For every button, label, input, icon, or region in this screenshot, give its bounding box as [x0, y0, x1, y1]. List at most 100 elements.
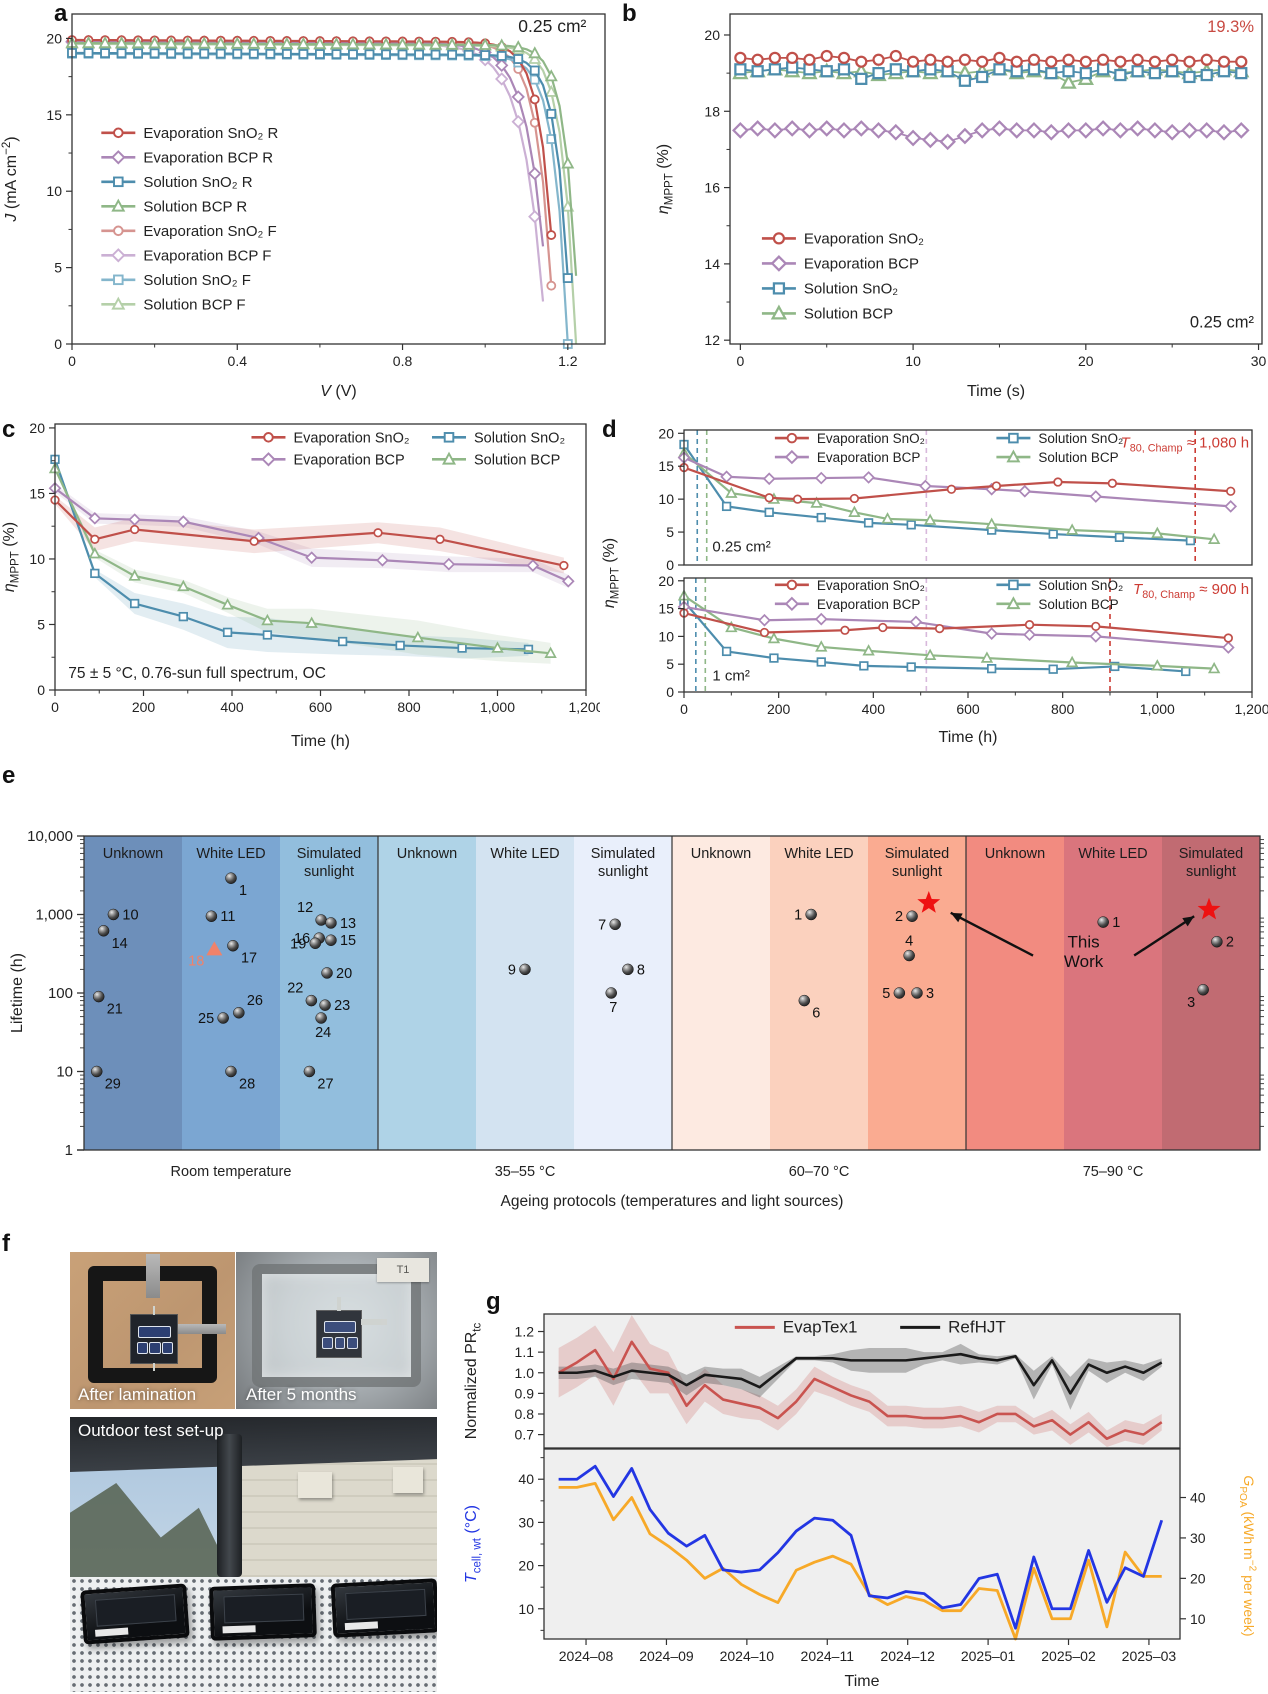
svg-text:2025–02: 2025–02	[1041, 1648, 1096, 1664]
cell-lead	[152, 1363, 156, 1371]
svg-text:0.25 cm²: 0.25 cm²	[712, 539, 770, 556]
test-box	[209, 1583, 317, 1641]
svg-text:12: 12	[297, 900, 313, 916]
ageing-champion-1cm-chart: 0 200 400 600 800 1,000 1,200 0 5 10 15 20 Time (h) E…	[658, 573, 1268, 746]
svg-text:ηMPPT (%): ηMPPT (%)	[601, 538, 621, 608]
svg-text:1: 1	[794, 908, 802, 924]
svg-text:sunlight: sunlight	[304, 864, 354, 880]
downpipe	[216, 1433, 243, 1577]
svg-text:4: 4	[905, 934, 913, 950]
svg-text:16: 16	[704, 180, 720, 196]
svg-text:100: 100	[48, 985, 73, 1002]
svg-text:16: 16	[294, 931, 310, 947]
svg-text:Time: Time	[845, 1673, 880, 1690]
svg-text:2: 2	[895, 909, 903, 925]
caption-after-5-months: After 5 months	[246, 1385, 357, 1404]
svg-text:0: 0	[666, 557, 674, 573]
panel-label-f: f	[2, 1230, 10, 1257]
svg-text:25: 25	[198, 1011, 214, 1027]
photo-outdoor-setup: Outdoor test set-up	[70, 1417, 437, 1692]
ageing-champion-025-chart: 0 5 10 15 20 ηMPPT (%) Evaporation SnO₂ Evapora…	[601, 425, 1253, 608]
svg-text:Evaporation SnO₂ R: Evaporation SnO₂ R	[143, 125, 278, 142]
cell-active-area	[323, 1321, 356, 1334]
svg-text:Solution SnO₂: Solution SnO₂	[474, 430, 565, 446]
svg-text:75 ± 5 °C, 0.76-sun full spect: 75 ± 5 °C, 0.76-sun full spectrum, OC	[68, 665, 326, 682]
laminate-sheet	[252, 1264, 421, 1387]
svg-text:1.1: 1.1	[515, 1344, 535, 1360]
svg-text:Evaporation SnO₂: Evaporation SnO₂	[804, 230, 924, 247]
metal-clip-top	[146, 1254, 160, 1298]
svg-text:1: 1	[1112, 915, 1120, 931]
svg-text:200: 200	[132, 699, 156, 715]
svg-text:2025–03: 2025–03	[1122, 1648, 1177, 1664]
svg-text:Time (h): Time (h)	[291, 733, 350, 750]
svg-text:Evaporation BCP R: Evaporation BCP R	[143, 149, 273, 166]
svg-text:23: 23	[334, 998, 350, 1014]
caption-after-lamination: After lamination	[78, 1385, 197, 1404]
svg-text:0.7: 0.7	[515, 1427, 535, 1443]
svg-text:18: 18	[188, 953, 204, 969]
svg-text:20: 20	[29, 420, 45, 436]
svg-text:Solution BCP: Solution BCP	[474, 452, 560, 468]
svg-text:13: 13	[340, 916, 356, 932]
svg-text:20: 20	[658, 425, 674, 441]
svg-text:15: 15	[340, 933, 356, 949]
svg-text:0: 0	[736, 353, 744, 369]
svg-text:Solution BCP: Solution BCP	[1038, 450, 1118, 465]
svg-text:20: 20	[336, 966, 352, 982]
caption-outdoor: Outdoor test set-up	[78, 1421, 224, 1440]
svg-text:14: 14	[704, 256, 720, 272]
svg-text:0: 0	[680, 701, 688, 717]
svg-text:J (mA cm−2): J (mA cm−2)	[1, 136, 20, 222]
svg-text:Work: Work	[1064, 952, 1104, 971]
box-lid	[223, 1593, 305, 1624]
cell-active-area	[137, 1325, 172, 1339]
svg-text:30: 30	[1190, 1530, 1206, 1546]
box-lid	[94, 1593, 177, 1627]
svg-text:Evaporation BCP: Evaporation BCP	[804, 255, 919, 272]
svg-text:5: 5	[666, 656, 674, 672]
mppt-30s-chart: 0 10 20 30 12 14 16 18 20 Time (s) ηMPPT (%) Evapor…	[655, 13, 1267, 400]
panel-label-c: c	[2, 416, 16, 443]
svg-text:40: 40	[518, 1471, 534, 1487]
svg-text:17: 17	[241, 951, 257, 967]
jv-curves-chart: 0 0.4 0.8 1.2 0 5 10 15 20 V (V) J (mA cm−2) Evapor…	[1, 13, 606, 400]
svg-text:600: 600	[956, 701, 980, 717]
svg-text:10: 10	[905, 353, 921, 369]
svg-text:0: 0	[666, 684, 674, 700]
svg-text:0.9: 0.9	[515, 1385, 535, 1401]
svg-text:Simulated: Simulated	[591, 846, 655, 862]
svg-text:20: 20	[1190, 1570, 1206, 1586]
svg-text:5: 5	[666, 524, 674, 540]
svg-text:ηMPPT (%): ηMPPT (%)	[1, 522, 21, 592]
metal-clip-right	[162, 1324, 226, 1334]
svg-text:35–55 °C: 35–55 °C	[495, 1164, 556, 1180]
svg-text:White LED: White LED	[784, 846, 853, 862]
svg-text:T80, Champ ≈ 900 h: T80, Champ ≈ 900 h	[1133, 581, 1249, 601]
svg-text:400: 400	[862, 701, 886, 717]
svg-text:15: 15	[46, 107, 62, 123]
svg-text:Solution SnO₂ F: Solution SnO₂ F	[143, 272, 251, 289]
svg-text:Evaporation SnO₂ F: Evaporation SnO₂ F	[143, 223, 276, 240]
svg-text:19: 19	[290, 936, 306, 952]
svg-text:0: 0	[51, 699, 59, 715]
svg-text:15: 15	[29, 485, 45, 501]
cell-lead	[152, 1306, 156, 1315]
svg-text:Time (h): Time (h)	[939, 729, 998, 746]
test-box	[80, 1583, 190, 1645]
svg-text:20: 20	[704, 27, 720, 43]
cell-lead	[361, 1319, 388, 1325]
svg-text:5: 5	[37, 616, 45, 632]
svg-text:Evaporation BCP: Evaporation BCP	[817, 450, 921, 465]
svg-text:18: 18	[704, 103, 720, 119]
svg-text:10: 10	[518, 1601, 534, 1617]
svg-text:800: 800	[1051, 701, 1075, 717]
svg-text:Room temperature: Room temperature	[171, 1164, 292, 1180]
svg-text:2024–09: 2024–09	[639, 1648, 694, 1664]
svg-text:800: 800	[397, 699, 421, 715]
outdoor-pr-chart: 0.7 0.8 0.9 1.0 1.1 1.2 Normalized PRtc EvapTex…	[463, 1313, 1181, 1449]
svg-text:24: 24	[315, 1025, 331, 1041]
svg-text:Unknown: Unknown	[103, 846, 163, 862]
test-box	[330, 1578, 437, 1638]
svg-text:0.8: 0.8	[515, 1406, 535, 1422]
